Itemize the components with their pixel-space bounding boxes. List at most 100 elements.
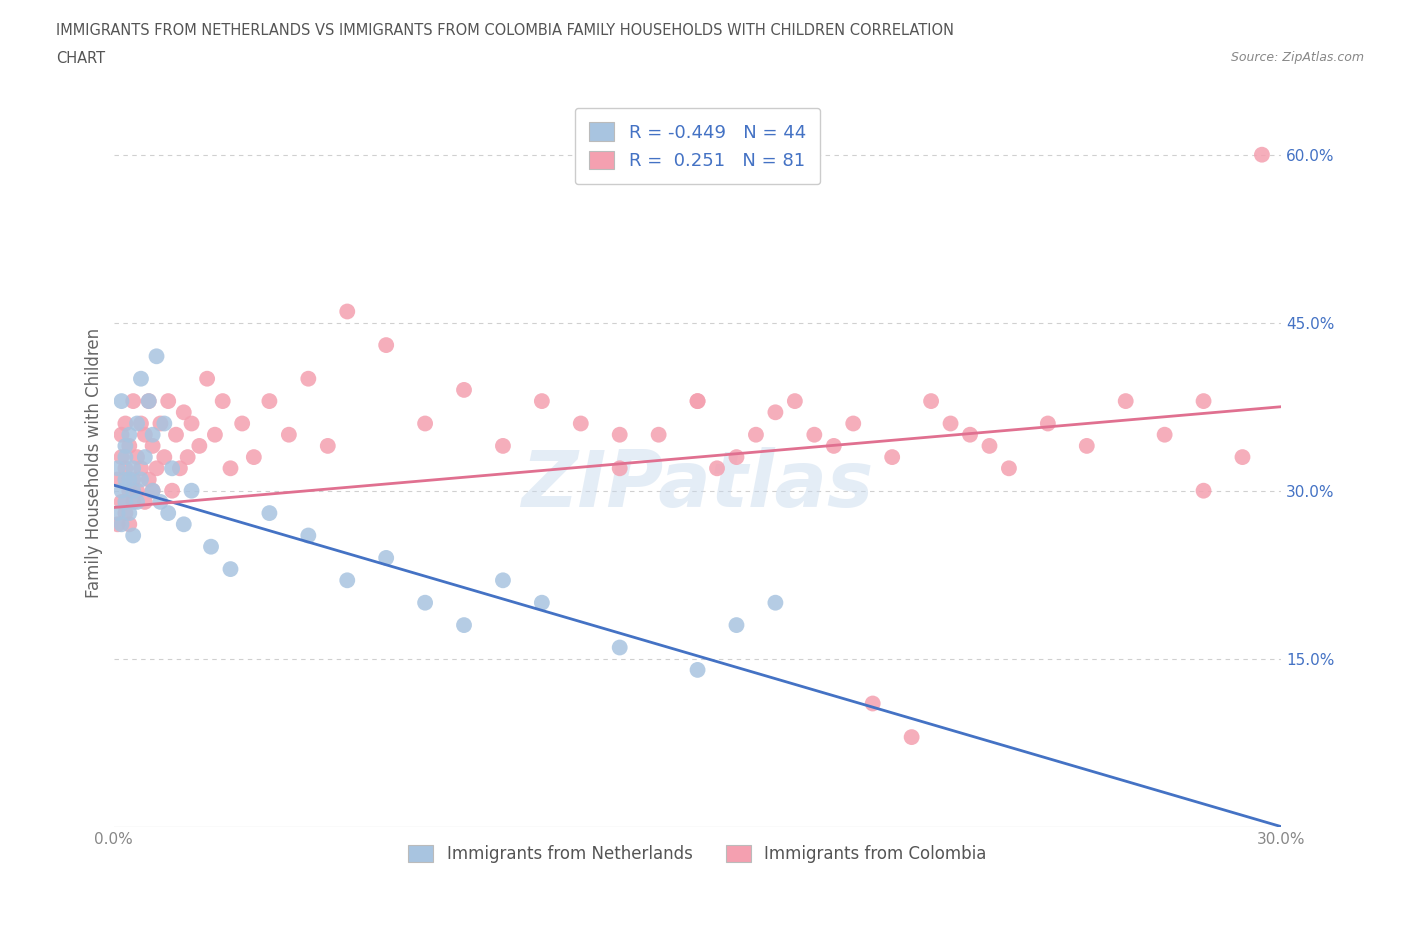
Point <box>998 461 1021 476</box>
Point <box>110 517 132 532</box>
Point <box>195 371 218 386</box>
Point <box>200 539 222 554</box>
Point <box>413 595 436 610</box>
Point <box>114 472 136 487</box>
Point <box>725 450 748 465</box>
Point <box>122 528 145 543</box>
Point <box>149 495 172 510</box>
Point <box>142 427 165 442</box>
Point <box>745 427 768 442</box>
Point <box>118 472 141 487</box>
Point <box>231 416 253 431</box>
Point <box>530 393 553 408</box>
Point <box>219 461 242 476</box>
Point <box>114 506 136 521</box>
Point <box>153 450 176 465</box>
Point <box>125 495 148 510</box>
Point <box>160 484 183 498</box>
Point <box>823 438 845 453</box>
Y-axis label: Family Households with Children: Family Households with Children <box>86 327 103 598</box>
Point <box>259 393 281 408</box>
Text: ZIPatlas: ZIPatlas <box>522 446 873 523</box>
Point <box>862 696 884 711</box>
Point <box>129 461 152 476</box>
Point <box>129 416 152 431</box>
Point <box>118 506 141 521</box>
Point <box>920 393 942 408</box>
Point <box>122 472 145 487</box>
Point <box>138 393 160 408</box>
Point <box>180 484 202 498</box>
Point <box>160 461 183 476</box>
Point <box>134 450 156 465</box>
Point <box>110 450 132 465</box>
Point <box>173 517 195 532</box>
Point <box>107 517 129 532</box>
Point <box>114 461 136 476</box>
Point <box>336 573 359 588</box>
Point <box>114 438 136 453</box>
Point <box>142 484 165 498</box>
Point <box>118 517 141 532</box>
Point <box>492 438 515 453</box>
Point <box>259 506 281 521</box>
Point <box>211 393 233 408</box>
Point <box>153 416 176 431</box>
Point <box>122 484 145 498</box>
Point <box>453 618 475 632</box>
Point <box>763 405 786 419</box>
Point <box>277 427 299 442</box>
Point <box>1192 393 1215 408</box>
Point <box>142 484 165 498</box>
Point <box>763 595 786 610</box>
Point <box>110 495 132 510</box>
Point <box>122 393 145 408</box>
Point <box>375 338 398 352</box>
Text: CHART: CHART <box>56 51 105 66</box>
Point <box>118 438 141 453</box>
Point <box>145 461 167 476</box>
Point <box>125 484 148 498</box>
Point <box>1153 427 1175 442</box>
Point <box>138 393 160 408</box>
Point <box>134 427 156 442</box>
Point <box>157 506 180 521</box>
Point <box>114 495 136 510</box>
Point <box>110 484 132 498</box>
Point <box>882 450 904 465</box>
Point <box>1076 438 1098 453</box>
Point <box>979 438 1001 453</box>
Point <box>149 416 172 431</box>
Point <box>609 640 631 655</box>
Point <box>686 393 709 408</box>
Point <box>165 427 187 442</box>
Point <box>686 662 709 677</box>
Point <box>138 472 160 487</box>
Point <box>297 371 319 386</box>
Point <box>1251 147 1274 162</box>
Point <box>145 349 167 364</box>
Point <box>530 595 553 610</box>
Point <box>180 416 202 431</box>
Point <box>842 416 865 431</box>
Point <box>157 393 180 408</box>
Point <box>114 416 136 431</box>
Point <box>336 304 359 319</box>
Point <box>173 405 195 419</box>
Point <box>118 484 141 498</box>
Point <box>686 393 709 408</box>
Point <box>125 416 148 431</box>
Point <box>900 730 922 745</box>
Point <box>188 438 211 453</box>
Point <box>134 495 156 510</box>
Point <box>783 393 806 408</box>
Point <box>939 416 962 431</box>
Point <box>453 382 475 397</box>
Point <box>297 528 319 543</box>
Point <box>1036 416 1059 431</box>
Point <box>706 461 728 476</box>
Point <box>609 461 631 476</box>
Text: IMMIGRANTS FROM NETHERLANDS VS IMMIGRANTS FROM COLOMBIA FAMILY HOUSEHOLDS WITH C: IMMIGRANTS FROM NETHERLANDS VS IMMIGRANT… <box>56 23 955 38</box>
Point <box>219 562 242 577</box>
Point <box>107 506 129 521</box>
